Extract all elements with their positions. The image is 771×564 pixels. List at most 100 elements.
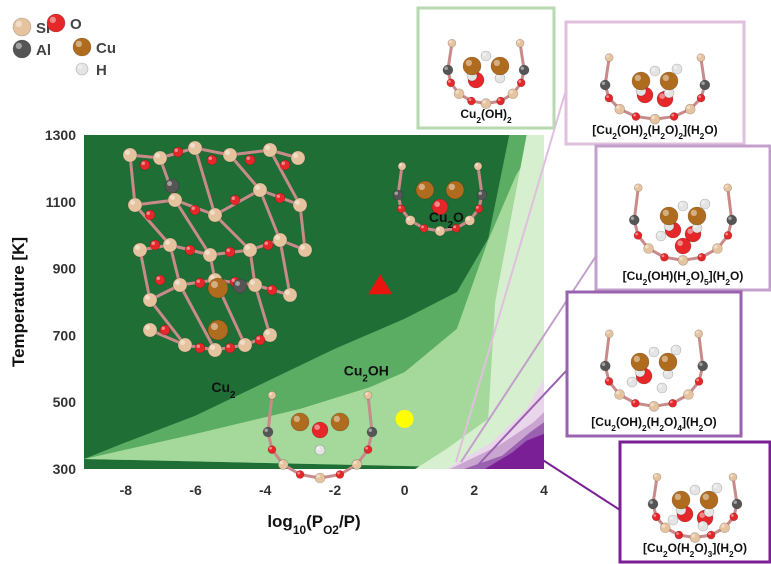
framework-atom [726,214,738,226]
inset-pointer-line [455,89,567,463]
bond [298,203,307,252]
atom-highlight [651,67,655,71]
atom-highlight [645,245,649,249]
region-8 [484,433,544,469]
region-layer [84,135,544,469]
atom-highlight [672,346,676,350]
bond [178,283,217,352]
atom-highlight [698,54,701,58]
atom-highlight [174,148,178,152]
o-atom [254,334,266,346]
inset-cu2oh2h2o4: [Cu2(OH)2(H2O)4](H2O) [477,290,743,466]
framework-atom [643,243,654,254]
atom-highlight [687,228,693,234]
atom-highlight [654,474,657,478]
si-atom [282,287,298,303]
atom-highlight [698,254,702,258]
atom-highlight [449,40,452,44]
si-atom [187,140,203,156]
o-atom [706,530,716,540]
atom-highlight [418,183,425,191]
o-atom [651,512,661,522]
si-atom [696,53,706,62]
atom-highlight [276,194,280,198]
framework-atom [699,79,711,91]
o-atom [396,204,406,214]
atom-highlight [665,89,669,93]
atom-highlight [497,98,501,102]
o-atom [149,239,161,251]
si-atom [297,242,313,258]
atom-highlight [520,66,525,70]
o-atom [467,96,476,106]
si-atom [152,150,168,166]
atom-highlight [210,210,215,215]
region-label: Cu2O [429,209,464,231]
legend-cu-atom [72,37,92,57]
atom-highlight [333,415,340,422]
atom-highlight [448,80,451,83]
region-label: Cu2OH [344,362,389,384]
h-atom [699,198,711,210]
inset-molecule [628,183,738,266]
atom-highlight [421,225,424,229]
atom-highlight [628,378,632,382]
atom-highlight [653,514,657,517]
cu-atom [687,206,707,226]
cu-atom [462,56,482,76]
o-atom [172,146,184,158]
atom-highlight [708,532,712,536]
h-atom [670,344,682,356]
atom-highlight [293,415,300,422]
marker-triangle [368,274,393,295]
atom-highlight [255,185,260,190]
atom-highlight [170,195,175,200]
x-tick-label: -4 [259,482,272,498]
zeolite-cage-drawing [122,140,313,358]
si-atom [142,292,158,308]
framework-atom [614,103,626,115]
atom-highlight [482,52,486,56]
atom-highlight [468,98,472,102]
atom-highlight [606,330,610,334]
x-tick-label: 4 [540,482,548,498]
cu-atom [445,180,465,200]
atom-highlight [493,59,500,66]
o-atom [311,421,329,439]
si-atom [122,147,138,163]
atom-highlight [434,201,441,207]
bond [133,203,172,247]
o-atom [184,244,196,256]
atom-highlight [518,80,522,83]
atom-highlight [256,336,260,340]
framework-atom [683,389,694,400]
framework-atom [434,225,446,237]
atom-highlight [300,245,305,250]
atom-highlight [705,508,709,512]
atom-highlight [208,156,212,160]
o-atom [674,237,692,255]
cu-atom [415,180,435,200]
atom-highlight [496,74,500,78]
bond [228,153,262,192]
atom-highlight [295,200,300,205]
inset-molecule [442,38,530,109]
o-atom [262,239,274,251]
o-atom [229,194,241,206]
bond [253,283,272,337]
atom-highlight [724,184,728,188]
atom-highlight [671,113,675,117]
h-atom [677,200,689,212]
atom-highlight [225,150,230,155]
framework-atom [649,113,661,125]
framework-atom [599,360,611,372]
si-atom [252,182,268,198]
atom-highlight [659,93,665,99]
atom-highlight [606,95,609,99]
o-atom [335,470,345,479]
atom-highlight [448,183,455,191]
framework-atom [712,243,723,254]
o-atom [431,198,449,216]
si-atom [207,342,223,358]
